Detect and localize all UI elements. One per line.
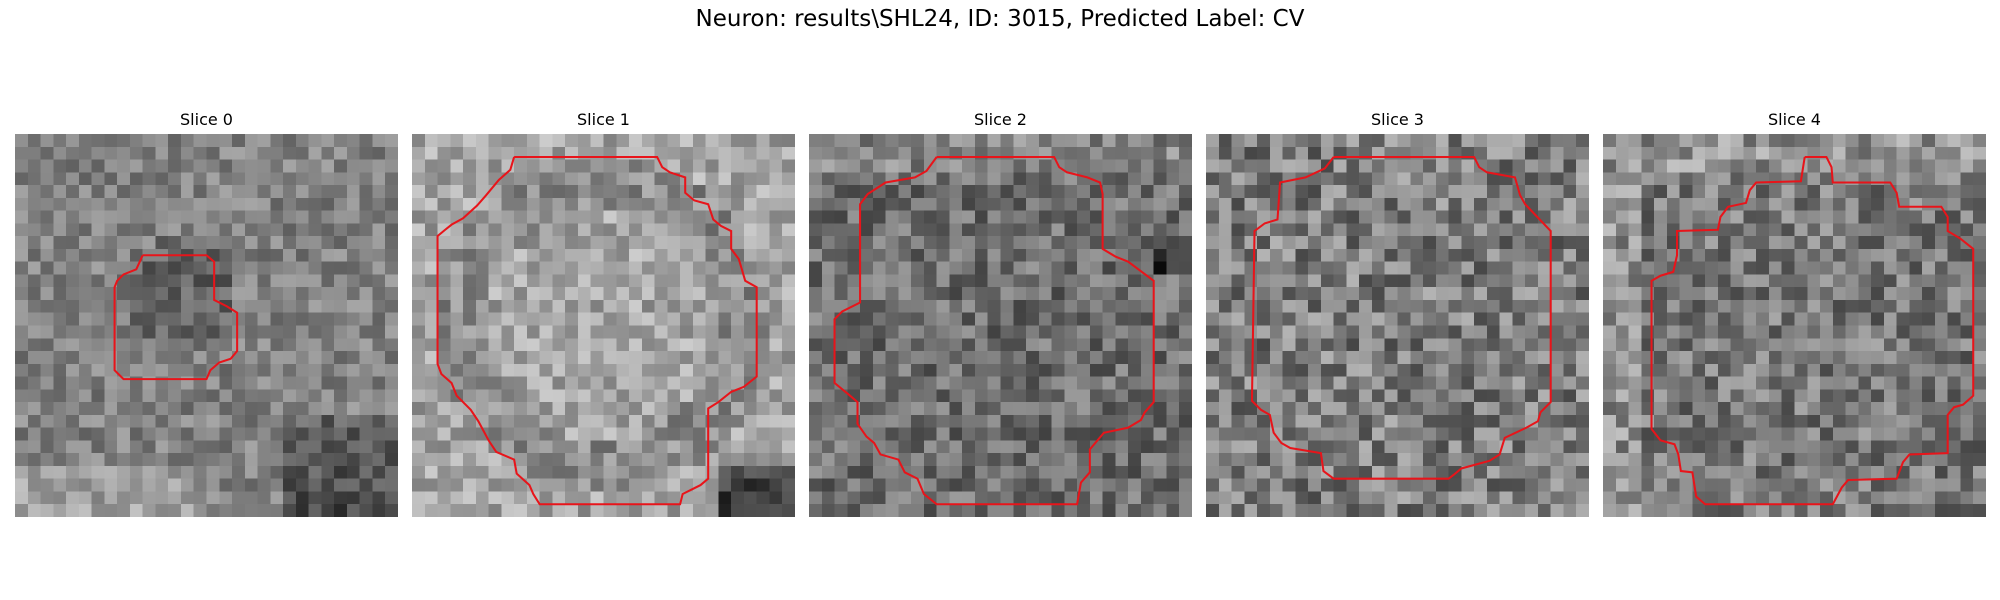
slice-title-0: Slice 0: [180, 110, 233, 129]
slice-panel-1: Slice 1: [412, 109, 795, 517]
figure-title: Neuron: results\SHL24, ID: 3015, Predict…: [695, 6, 1305, 32]
slice-image-0: [15, 134, 398, 517]
slice-panel-3: Slice 3: [1206, 109, 1589, 517]
slice-title-4: Slice 4: [1768, 110, 1821, 129]
slice-title-3: Slice 3: [1371, 110, 1424, 129]
roi-contour-1: [436, 155, 758, 506]
roi-contour-3: [1250, 155, 1552, 480]
slice-title-2: Slice 2: [974, 110, 1027, 129]
slice-image-1: [412, 134, 795, 517]
slice-panel-2: Slice 2: [809, 109, 1192, 517]
roi-contour-0: [113, 254, 239, 381]
slice-title-1: Slice 1: [577, 110, 630, 129]
slice-panel-4: Slice 4: [1603, 109, 1986, 517]
slice-image-2: [809, 134, 1192, 517]
roi-contour-4: [1650, 155, 1975, 506]
roi-contour-2: [833, 155, 1155, 506]
slice-panel-0: Slice 0: [15, 109, 398, 517]
slice-image-3: [1206, 134, 1589, 517]
